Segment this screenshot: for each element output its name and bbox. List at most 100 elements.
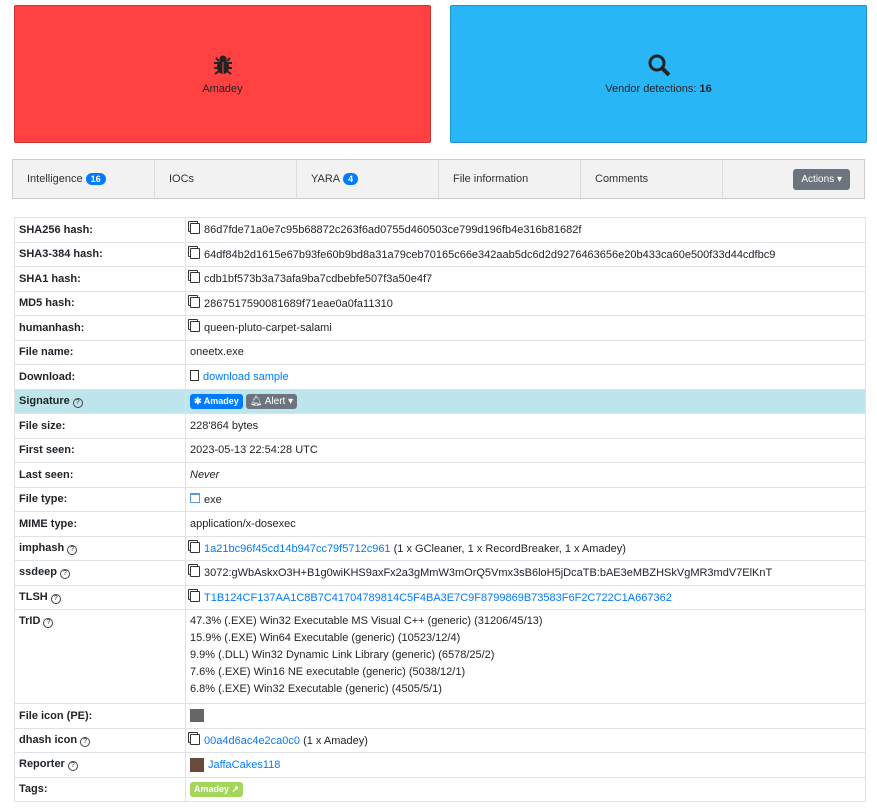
dhash-link[interactable]: 00a4d6ac4e2ca0c0 — [204, 734, 301, 747]
label-text: ssdeep — [19, 566, 57, 579]
label-text: dhash icon — [19, 733, 78, 746]
table-row: File name: oneetx.exe — [14, 339, 866, 365]
count-badge: 4 — [343, 173, 359, 185]
reporter-link[interactable]: JaffaCakes118 — [208, 758, 281, 771]
tab-iocs[interactable]: IOCs — [155, 160, 297, 198]
download-link[interactable]: download sample — [203, 371, 289, 384]
trid-entry: 7.6% (.EXE) Win16 NE executable (generic… — [190, 666, 466, 678]
table-row: Download: download sample — [14, 364, 866, 390]
sha256-value: 86d7fde71a0e7c95b68872c263f6ad0755d46050… — [204, 224, 582, 237]
row-value: cdb1bf573b3a73afa9ba7cdbebfe507f3a50e4f7 — [185, 266, 866, 292]
tab-bar: Intelligence 16 IOCs YARA 4 File informati… — [12, 159, 865, 199]
copy-icon[interactable] — [190, 223, 200, 235]
tab-intelligence[interactable]: Intelligence 16 — [13, 160, 155, 198]
vendor-detections-card[interactable]: Vendor detections: 16 — [450, 5, 867, 143]
row-label: File size: — [14, 413, 186, 439]
copy-icon[interactable] — [190, 566, 200, 578]
imphash-link[interactable]: 1a21bc96f45cd14b947cc79f5712c961 — [204, 542, 391, 555]
row-label: Download: — [14, 364, 186, 390]
tab-label: File information — [453, 173, 529, 185]
vendor-detections: Vendor detections: 16 — [605, 83, 711, 95]
sha1-value: cdb1bf573b3a73afa9ba7cdbebfe507f3a50e4f7 — [204, 273, 433, 286]
row-value — [185, 703, 866, 729]
firstseen-value: 2023-05-13 22:54:28 UTC — [185, 437, 866, 463]
table-row: SHA1 hash: cdb1bf573b3a73afa9ba7cdbebfe50… — [14, 266, 866, 292]
search-icon — [648, 54, 670, 77]
copy-icon[interactable] — [190, 272, 200, 284]
label-text: TrID — [19, 615, 41, 627]
signature-badge[interactable]: ✱ Amadey — [190, 393, 243, 409]
row-label: TrID? — [14, 609, 186, 704]
table-row: humanhash: queen-pluto-carpet-salami — [14, 315, 866, 341]
imphash-extra: (1 x GCleaner, 1 x RecordBreaker, 1 x Am… — [393, 542, 626, 555]
archive-icon — [190, 370, 199, 382]
md5-value: 2867517590081689f71eae0a0fa11310 — [204, 297, 393, 310]
actions-cell: Actions ▾ — [723, 160, 864, 198]
row-label: SHA1 hash: — [14, 266, 186, 292]
mime-value: application/x-dosexec — [185, 511, 866, 537]
table-row: MIME type: application/x-dosexec — [14, 511, 866, 537]
help-icon[interactable]: ? — [59, 569, 70, 580]
row-label: Signature? — [14, 388, 186, 414]
row-value: Amadey ↗ — [185, 776, 866, 802]
row-value: 1a21bc96f45cd14b947cc79f5712c961 (1 x GC… — [185, 535, 866, 561]
tab-label: Intelligence — [27, 173, 83, 185]
table-row: Last seen: Never — [14, 462, 866, 488]
table-row: File icon (PE): — [14, 703, 866, 729]
table-row: File size: 228'864 bytes — [14, 413, 866, 439]
reporter-avatar — [190, 757, 204, 772]
tab-comments[interactable]: Comments — [581, 160, 723, 198]
malware-family-card[interactable]: Amadey — [14, 5, 431, 143]
bug-icon — [213, 55, 232, 75]
alert-label: Alert — [264, 395, 286, 407]
family-name: Amadey — [202, 83, 243, 95]
tab-yara[interactable]: YARA 4 — [297, 160, 439, 198]
row-label: Tags: — [14, 776, 186, 802]
tab-label: YARA — [311, 173, 341, 185]
filetype-value: exe — [204, 493, 222, 506]
row-label: TLSH? — [14, 584, 186, 610]
table-row: SHA256 hash: 86d7fde71a0e7c95b68872c263f6… — [14, 217, 866, 243]
copy-icon[interactable] — [190, 733, 200, 745]
tlsh-link[interactable]: T1B124CF137AA1C8B7C41704789814C5F4BA3E7C… — [204, 591, 672, 604]
row-label: SHA3-384 hash: — [14, 241, 186, 267]
humanhash-value: queen-pluto-carpet-salami — [204, 322, 332, 335]
copy-icon[interactable] — [190, 247, 200, 259]
help-icon[interactable]: ? — [67, 544, 78, 555]
row-label: humanhash: — [14, 315, 186, 341]
table-row: First seen: 2023-05-13 22:54:28 UTC — [14, 437, 866, 463]
label-text: TLSH — [19, 590, 48, 603]
row-value: 3072:gWbAskxO3H+B1g0wiKHS9axFx2a3gMmW3mO… — [185, 560, 866, 586]
actions-button[interactable]: Actions ▾ — [793, 168, 850, 190]
copy-icon[interactable] — [190, 296, 200, 308]
dhash-extra: (1 x Amadey) — [303, 734, 368, 747]
alert-dropdown[interactable]: 🔔︎ Alert ▾ — [245, 393, 298, 409]
row-label: ssdeep? — [14, 560, 186, 586]
row-label: File name: — [14, 339, 186, 365]
row-label: File type: — [14, 486, 186, 512]
help-icon[interactable]: ? — [43, 618, 54, 628]
row-value: exe — [185, 486, 866, 512]
row-label: SHA256 hash: — [14, 217, 186, 243]
vendor-count: 16 — [699, 83, 712, 95]
filesize-value: 228'864 bytes — [185, 413, 866, 439]
table-row: imphash? 1a21bc96f45cd14b947cc79f5712c961… — [14, 535, 866, 561]
row-label: MIME type: — [14, 511, 186, 537]
tab-file-information[interactable]: File information — [439, 160, 581, 198]
copy-icon[interactable] — [190, 321, 200, 333]
tag-badge[interactable]: Amadey ↗ — [190, 781, 244, 797]
help-icon[interactable]: ? — [72, 397, 83, 408]
trid-entry: 15.9% (.EXE) Win64 Executable (generic) … — [190, 632, 461, 644]
help-icon[interactable]: ? — [50, 593, 61, 604]
trid-entry: 47.3% (.EXE) Win32 Executable MS Visual … — [190, 615, 543, 627]
trid-entry: 9.9% (.DLL) Win32 Dynamic Link Library (… — [190, 649, 495, 661]
help-icon[interactable]: ? — [80, 736, 91, 747]
trid-entry: 6.8% (.EXE) Win32 Executable (generic) (… — [190, 683, 442, 695]
help-icon[interactable]: ? — [67, 761, 78, 772]
actions-label: Actions — [801, 173, 835, 185]
file-info-table: SHA256 hash: 86d7fde71a0e7c95b68872c263f6… — [14, 217, 866, 802]
table-row: Reporter? JaffaCakes118 — [14, 752, 866, 778]
copy-icon[interactable] — [190, 590, 200, 602]
external-link-icon: ↗ — [231, 783, 240, 794]
copy-icon[interactable] — [190, 541, 200, 553]
